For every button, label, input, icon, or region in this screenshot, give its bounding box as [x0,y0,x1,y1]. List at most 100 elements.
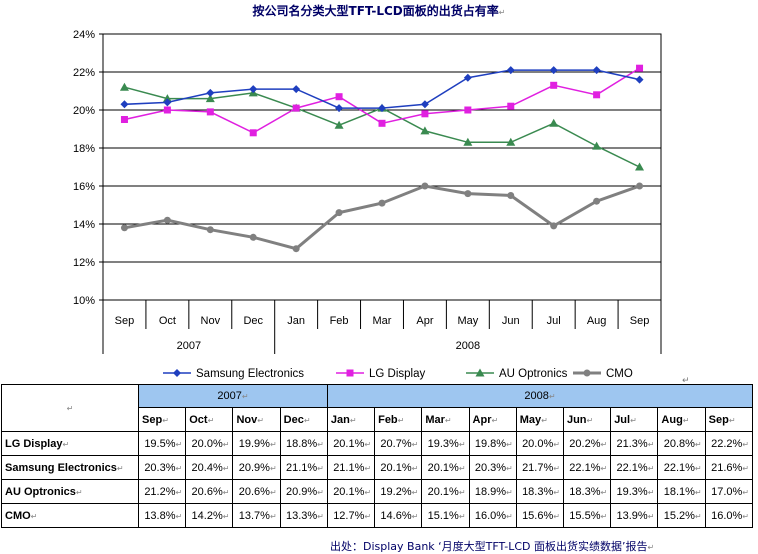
table-cell: 19.8%↵ [468,431,517,456]
table-cell: 20.1%↵ [374,455,423,480]
x-tick-label: Feb [330,315,349,327]
cell-text: Nov [236,413,258,426]
data-point [549,118,559,127]
data-point [292,85,301,94]
data-point [120,100,129,109]
paragraph-mark-icon: ↵ [553,511,560,521]
data-point [120,116,128,123]
paragraph-mark-icon: ↵ [175,511,183,521]
paragraph-mark-icon: ↵ [600,463,608,473]
paragraph-mark-icon: ↵ [411,463,419,473]
table-month-header: Feb↵ [374,407,423,432]
table-cell: 22.1%↵ [610,455,659,480]
x-tick-label: Jul [547,315,561,327]
table-month-header: Sep↵ [704,407,754,432]
data-point [420,126,430,135]
paragraph-mark-icon: ↵ [30,511,38,521]
legend-label: AU Optronics [499,368,568,380]
cell-text: 22.2% [711,437,743,450]
data-point [592,141,602,150]
data-point [163,216,171,224]
data-point [506,66,515,75]
table-cell: 16.0%↵ [468,503,517,528]
paragraph-mark-icon: ↵ [647,511,655,521]
paragraph-mark-icon: ↵ [553,463,560,473]
table-row-label: Samsung Electronics↵ [1,455,139,480]
paragraph-mark-icon: ↵ [222,511,230,521]
table-cell: 18.9%↵ [468,479,517,504]
table-cell: 20.9%↵ [279,479,328,504]
paragraph-mark-icon: ↵ [647,439,655,449]
data-point [550,222,558,230]
data-point [464,106,472,114]
cell-text: 13.9% [616,509,648,522]
paragraph-mark-icon: ↵ [364,439,372,449]
paragraph-mark-icon: ↵ [728,415,736,425]
table-cell: 15.6%↵ [515,503,564,528]
cell-text: 21.1% [285,461,318,474]
paragraph-mark-icon: ↵ [175,463,183,473]
x-tick-label: Jan [287,315,305,327]
cell-text: 19.2% [380,485,412,498]
cell-text: 20.1% [427,461,459,474]
cell-text: 2007 [217,390,242,402]
cell-text: Mar [425,413,445,426]
paragraph-mark-icon: ↵ [742,487,749,497]
cell-text: 20.8% [663,437,695,450]
table-cell: 20.3%↵ [468,455,517,480]
paragraph-mark-icon: ↵ [116,463,124,473]
cell-text: 20.9% [238,461,270,474]
table-cell: 19.2%↵ [374,479,423,504]
paragraph-mark-icon: ↵ [411,487,419,497]
paragraph-mark-icon: ↵ [600,487,608,497]
cell-text: LG Display [5,437,63,450]
data-point [334,120,344,129]
data-point [206,88,215,97]
line-chart: 24% 22% 20% 18% 16% 14% 12% 10% Sep Oct Nov Dec Jan… [73,29,690,384]
table-cell: 20.0%↵ [515,431,564,456]
paragraph-mark-icon: ↵ [742,463,749,473]
data-point [206,226,214,234]
cell-text: 22.1% [569,461,601,474]
y-tick-label: 12% [73,257,95,269]
data-point [378,104,386,113]
paragraph-mark-icon: ↵ [397,415,405,425]
data-point [507,192,515,199]
table-row: AU Optronics↵ 21.2%↵ 20.6%↵ 20.6%↵ 20.9%↵ 20.… [1,479,754,504]
paragraph-mark-icon: ↵ [411,439,419,449]
table-row-label: CMO↵ [1,503,139,528]
paragraph-mark-icon: ↵ [506,439,513,449]
data-point [636,182,644,190]
table-row-label: LG Display↵ [1,431,139,456]
paragraph-mark-icon: ↵ [269,511,277,521]
paragraph-mark-icon: ↵ [694,439,702,449]
legend-item: Samsung Electronics [163,368,304,380]
x-tick-label: Sep [630,315,650,327]
cell-text: 22.1% [616,461,648,474]
cell-text: Dec [283,413,304,426]
table-cell: 20.4%↵ [185,455,234,480]
table-cell: 14.6%↵ [374,503,423,528]
table-month-header: Mar↵ [421,407,470,432]
cell-text: 19.9% [238,437,270,450]
table-cell: 13.3%↵ [279,503,328,528]
paragraph-mark-icon: ↵ [364,511,372,521]
table-cell: 15.2%↵ [657,503,706,528]
table-cell: 21.1%↵ [279,455,328,480]
paragraph-mark-icon: ↵ [317,463,324,473]
paragraph-mark-icon: ↵ [458,463,466,473]
cell-text: Feb [378,413,398,426]
x-tick-label: May [457,315,478,327]
paragraph-mark-icon: ↵ [175,439,183,449]
table-cell: 15.1%↵ [421,503,470,528]
cell-text: 22.1% [663,461,695,474]
table-cell: 20.7%↵ [374,431,423,456]
data-point [635,162,645,171]
cell-text: 19.3% [616,485,648,498]
paragraph-mark-icon: ↵ [647,487,655,497]
cell-text: 20.9% [285,485,318,498]
paragraph-mark-icon: ↵ [694,511,702,521]
table-year-header: 2008↵ [326,384,754,408]
paragraph-mark-icon: ↵ [269,439,277,449]
data-point [592,66,601,75]
